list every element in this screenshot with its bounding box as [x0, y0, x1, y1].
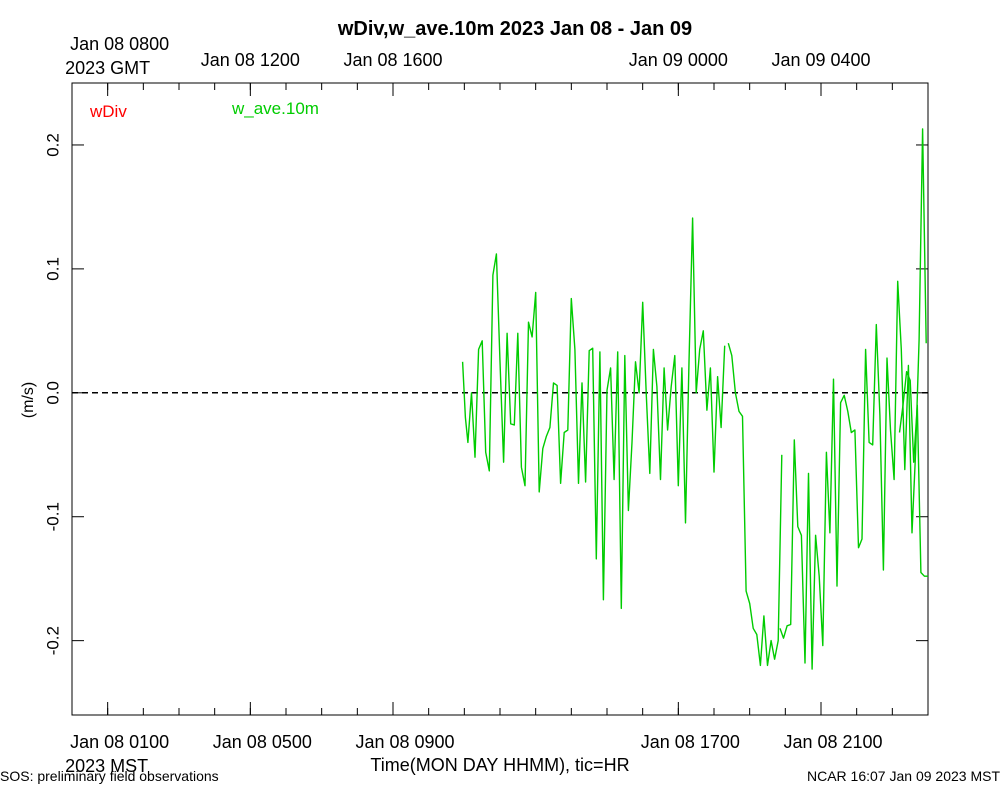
x-tick-label: Jan 08 0900	[355, 732, 454, 752]
y-tick-label: 0.2	[43, 133, 62, 157]
footer-source-note: SOS: preliminary field observations	[0, 768, 219, 784]
x-axis-label: Time(MON DAY HHMM), tic=HR	[370, 755, 629, 775]
series-w-ave-10m-line	[461, 217, 726, 610]
x-top-tick-label: Jan 09 0400	[771, 50, 870, 70]
y-tick-label: 0.1	[43, 257, 62, 281]
x-tick-label: Jan 08 1700	[641, 732, 740, 752]
x-top-tick-label-sub: 2023 GMT	[65, 58, 150, 78]
x-top-tick-label: Jan 08 1600	[343, 50, 442, 70]
plot-area: Jan 08 0100 2023 MST Jan 08 0500 Jan 08 090…	[43, 34, 929, 776]
legend-w-ave-10m: w_ave.10m	[231, 99, 319, 118]
y-tick-label: -0.1	[43, 502, 62, 531]
series-w-ave-10m-line	[727, 343, 783, 667]
y-tick-label: 0.0	[43, 381, 62, 405]
x-top-tick-label: Jan 08 0800	[70, 34, 169, 54]
legend-wDiv: wDiv	[89, 102, 127, 121]
x-top-tick-label: Jan 09 0000	[629, 50, 728, 70]
x-tick-label: Jan 08 0500	[213, 732, 312, 752]
y-tick-label: -0.2	[43, 626, 62, 655]
chart-title: wDiv,w_ave.10m 2023 Jan 08 - Jan 09	[337, 18, 692, 40]
footer-timestamp: NCAR 16:07 Jan 09 2023 MST	[807, 768, 1000, 784]
x-tick-label: Jan 08 0100	[70, 732, 169, 752]
series-w-ave-10m-line	[898, 371, 928, 577]
series-w-ave-10m-line	[779, 128, 927, 670]
plot-frame	[71, 82, 929, 716]
x-tick-label: Jan 08 2100	[783, 732, 882, 752]
x-tick-label-sub: 2023 MST	[65, 756, 148, 776]
x-top-tick-label: Jan 08 1200	[201, 50, 300, 70]
y-axis-label: (m/s)	[20, 382, 37, 418]
